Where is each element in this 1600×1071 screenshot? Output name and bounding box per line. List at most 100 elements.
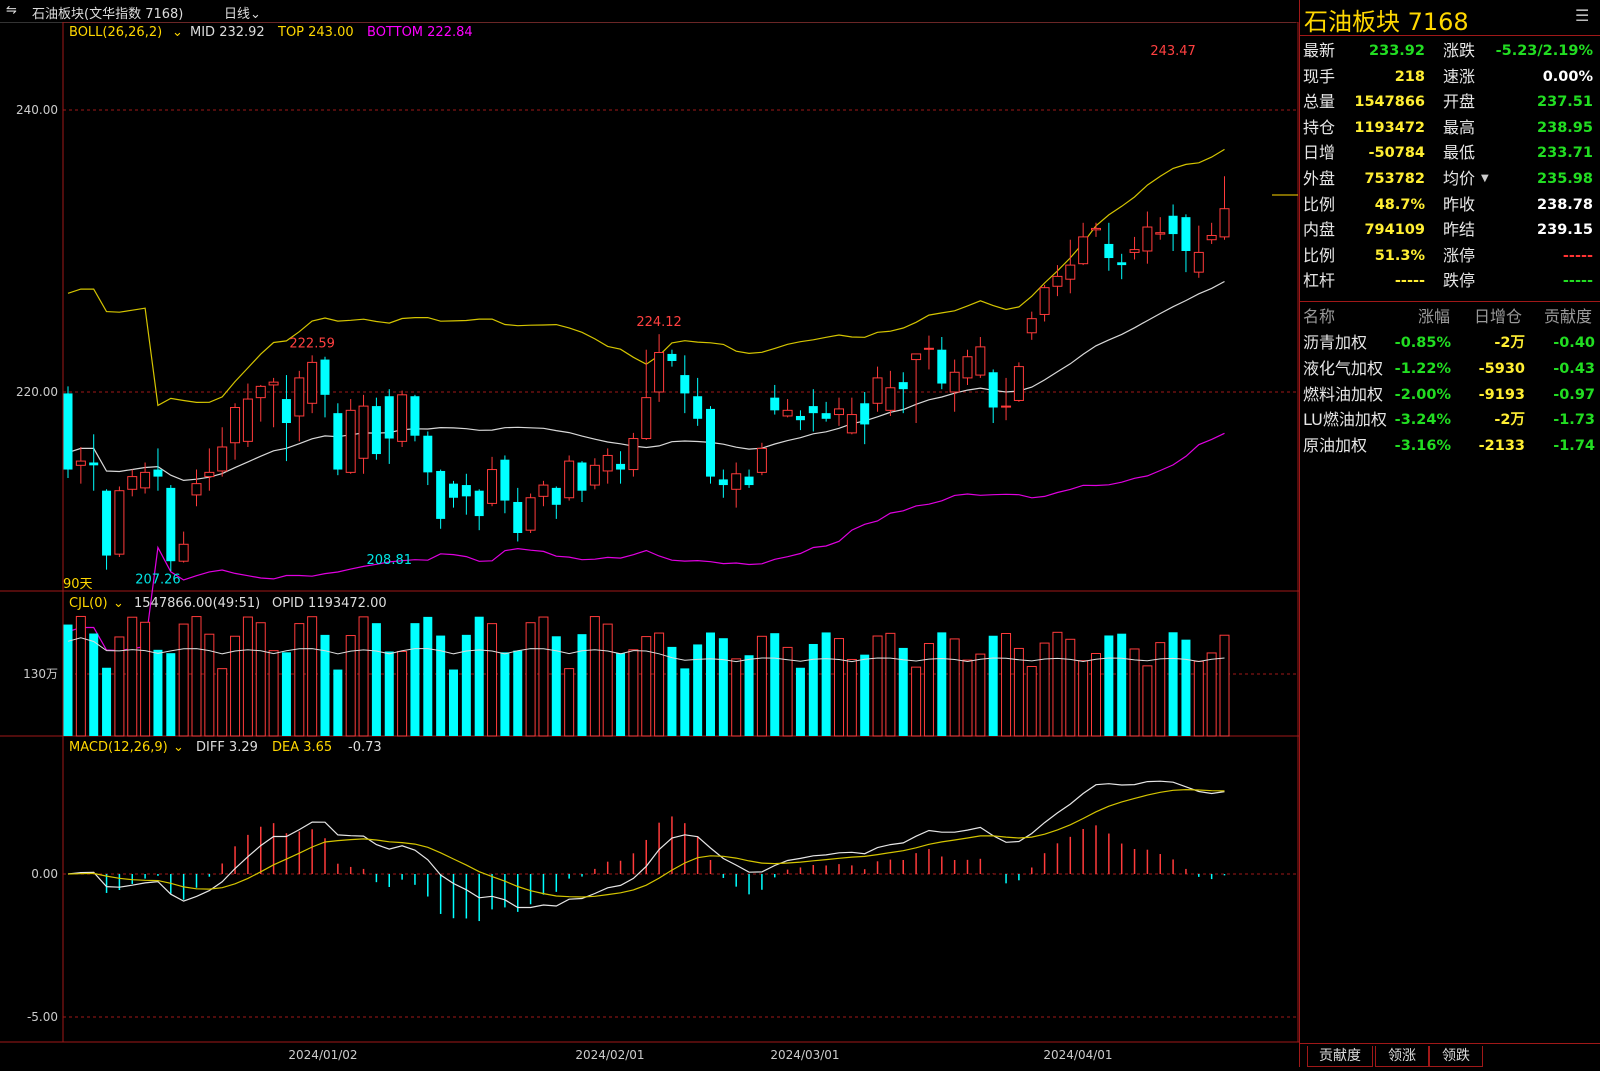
switch-arrows-icon[interactable]: ⇋: [6, 3, 17, 18]
volume-bar: [564, 668, 575, 737]
candle: [294, 370, 305, 442]
candle: [75, 446, 86, 484]
candle-body: [923, 347, 934, 350]
component-name: LU燃油加权: [1303, 410, 1387, 430]
candle: [281, 375, 291, 462]
component-oi: -2万: [1494, 412, 1525, 429]
period-selector[interactable]: 日线⌄: [224, 7, 261, 22]
candle: [436, 469, 446, 529]
candle-body: [1091, 227, 1101, 231]
quote-label: 昨收: [1443, 194, 1476, 214]
candle: [872, 366, 883, 412]
candle: [834, 397, 844, 426]
quote-value: 1547866: [1354, 94, 1425, 111]
volume-bar: [1001, 633, 1012, 737]
chevron-down-icon[interactable]: ⌄: [113, 596, 124, 611]
volume-bar: [744, 655, 754, 736]
table-row[interactable]: 燃料油加权 -2.00% -9193 -0.97: [1300, 382, 1600, 408]
col-oi[interactable]: 日增仓: [1474, 307, 1523, 326]
chevron-down-icon: ⌄: [250, 7, 261, 22]
quote-label: 现手: [1303, 66, 1336, 86]
candle-body: [577, 462, 587, 491]
candle: [577, 461, 587, 502]
candle: [795, 410, 805, 431]
candle-body: [1104, 243, 1114, 259]
chevron-down-icon[interactable]: ⌄: [172, 25, 183, 40]
candle-body: [911, 353, 922, 361]
candle: [860, 392, 870, 445]
volume-bar: [551, 636, 561, 736]
quote-value: 794109: [1364, 222, 1425, 239]
candle-body: [410, 396, 420, 436]
volume-bar: [782, 646, 793, 737]
tab-contribution[interactable]: 贡献度: [1307, 1046, 1373, 1067]
candle: [1168, 204, 1178, 251]
quote-row: 杠杆 ----- 跌停 -----: [1300, 268, 1600, 294]
candle-body: [114, 490, 125, 555]
candle-body: [358, 405, 369, 459]
macd-tick-neg5: -5.00: [27, 1010, 58, 1024]
candle-body: [513, 501, 523, 533]
candle-body: [371, 406, 381, 455]
volume-bar: [89, 633, 99, 736]
col-contrib[interactable]: 贡献度: [1544, 307, 1593, 326]
quote-label: 杠杆: [1303, 271, 1336, 291]
table-row[interactable]: 原油加权 -3.16% -2133 -1.74: [1300, 433, 1600, 459]
tab-leaders-down[interactable]: 领跌: [1429, 1046, 1483, 1067]
cjl-label[interactable]: CJL(0): [69, 596, 108, 611]
tab-leaders-up[interactable]: 领涨: [1375, 1046, 1429, 1067]
annotation-high-1: 222.59: [289, 336, 335, 351]
table-row[interactable]: LU燃油加权 -3.24% -2万 -1.73: [1300, 407, 1600, 433]
candle-body: [1206, 234, 1217, 241]
candle-body: [1181, 217, 1191, 251]
candle-body: [744, 476, 754, 486]
kline-chart[interactable]: 240.00 220.00 130万 0.00 -5.00 2024/01/02…: [0, 21, 1299, 1067]
table-row[interactable]: 沥青加权 -0.85% -2万 -0.40: [1300, 330, 1600, 356]
instrument-title: 石油板块(文华指数 7168): [32, 7, 184, 22]
candle-body: [268, 381, 279, 386]
candle: [628, 432, 639, 477]
volume-bar: [911, 666, 922, 737]
quote-label: 速涨: [1443, 66, 1476, 86]
candle: [846, 397, 857, 435]
col-change[interactable]: 涨幅: [1418, 307, 1451, 326]
candle: [513, 487, 523, 542]
quote-value: 237.51: [1537, 94, 1593, 111]
component-oi: -2万: [1494, 335, 1525, 351]
chart-canvas[interactable]: 240.00 220.00 130万 0.00 -5.00 2024/01/02…: [0, 21, 1299, 1067]
boll-label[interactable]: BOLL(26,26,2): [69, 25, 162, 40]
candle-body: [654, 352, 665, 393]
candle-body: [255, 385, 266, 399]
quote-label: 内盘: [1303, 220, 1336, 240]
volume-bar: [1142, 665, 1153, 737]
volume-bar: [487, 623, 498, 737]
component-contrib: -0.97: [1553, 386, 1595, 403]
macd-label[interactable]: MACD(12,26,9): [69, 740, 168, 755]
candle-body: [538, 484, 549, 497]
boll-lower-line: [67, 432, 1225, 652]
col-name[interactable]: 名称: [1303, 307, 1336, 326]
caret-down-icon[interactable]: ▼: [1481, 173, 1489, 184]
date-label-1: 2024/01/02: [288, 1048, 357, 1062]
volume-bar: [1155, 642, 1166, 737]
candle-body: [808, 406, 818, 414]
chevron-down-icon[interactable]: ⌄: [173, 740, 184, 755]
candle-body: [641, 397, 652, 440]
volume-bar: [371, 623, 381, 736]
quote-value: 233.71: [1537, 145, 1593, 162]
quote-row: 总量 1547866 开盘 237.51: [1300, 89, 1600, 115]
table-row[interactable]: 液化气加权 -1.22% -5930 -0.43: [1300, 356, 1600, 382]
range-label: 90天: [63, 577, 93, 592]
candle: [756, 442, 767, 476]
candle-body: [1193, 251, 1204, 273]
quote-label: 日增: [1303, 143, 1336, 163]
menu-list-icon[interactable]: ☰: [1575, 6, 1590, 25]
candle-body: [834, 408, 844, 416]
component-change: -0.85%: [1394, 335, 1451, 351]
quote-value: 51.3%: [1374, 247, 1425, 264]
boll-header: BOLL(26,26,2) ⌄ MID 232.92 TOP 243.00 BO…: [69, 25, 473, 40]
candle: [242, 383, 253, 447]
candle: [1193, 225, 1204, 278]
candle-body: [217, 446, 228, 472]
component-name: 沥青加权: [1303, 333, 1368, 352]
